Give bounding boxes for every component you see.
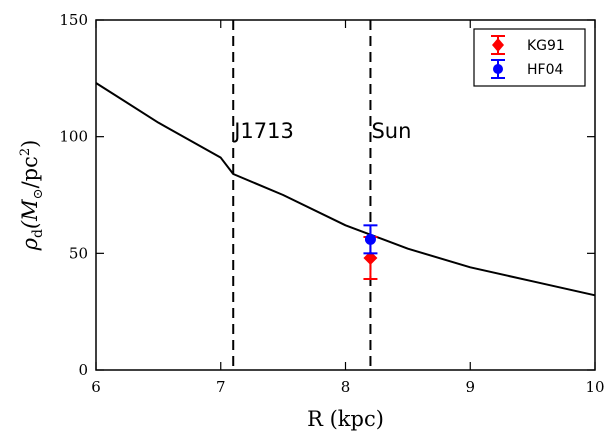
legend-entry-hf04: HF04 <box>491 59 563 79</box>
y-label-subscript: d <box>30 229 46 238</box>
legend: KG91 HF04 <box>473 28 586 87</box>
vline-label-sun: Sun <box>371 119 411 143</box>
point-hf04 <box>364 233 376 245</box>
x-tick-label-8: 8 <box>341 378 351 396</box>
y-axis-label: ρd(M⊙/pc2) <box>18 140 46 252</box>
legend-kg91-label: KG91 <box>527 38 565 54</box>
y-tick-label-50: 50 <box>69 244 88 262</box>
y-label-rho: ρ <box>18 237 42 251</box>
y-label-unit: /pc <box>18 156 42 188</box>
x-tick-label-7: 7 <box>216 378 226 396</box>
plot-content: J1713 Sun <box>95 20 596 370</box>
legend-entry-kg91: KG91 <box>491 35 565 55</box>
y-label-superscript: 2 <box>18 148 33 156</box>
legend-hf04-label: HF04 <box>527 62 563 78</box>
legend-hf04-marker <box>493 64 503 74</box>
x-tick-label-10: 10 <box>585 378 604 396</box>
legend-frame <box>473 28 586 87</box>
y-tick-label-100: 100 <box>59 128 88 146</box>
legend-kg91-marker <box>492 38 504 52</box>
x-tick-label-9: 9 <box>465 378 475 396</box>
point-kg91 <box>363 251 378 265</box>
density-curve <box>95 82 596 297</box>
x-axis-label: R (kpc) <box>307 407 384 431</box>
y-label-paren: (M <box>18 199 42 229</box>
y-tick-label-150: 150 <box>59 11 88 29</box>
vline-label-j1713: J1713 <box>232 119 294 143</box>
y-tick-label-0: 0 <box>78 361 88 379</box>
y-label-sun: ⊙ <box>31 188 46 199</box>
x-tick-label-6: 6 <box>91 378 101 396</box>
y-label-close: ) <box>18 140 42 148</box>
